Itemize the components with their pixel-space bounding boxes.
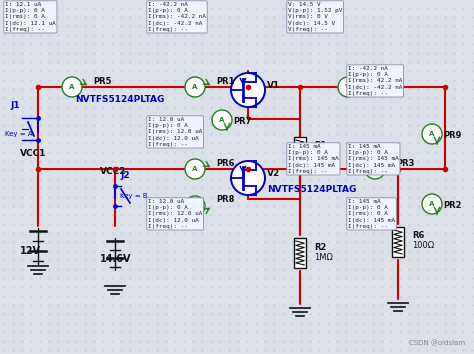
Text: V1: V1 <box>267 80 280 90</box>
Text: A: A <box>192 166 198 172</box>
Text: A: A <box>372 166 378 172</box>
Text: PR8: PR8 <box>216 195 234 205</box>
Text: I: -42.2 nA
I(p-p): 0 A
I(rms): -42.2 nA
I(dc): -42.2 nA
I(freq): --: I: -42.2 nA I(p-p): 0 A I(rms): -42.2 nA… <box>148 2 206 32</box>
Text: PR5: PR5 <box>93 76 111 86</box>
Circle shape <box>185 196 205 216</box>
Circle shape <box>231 161 265 195</box>
Circle shape <box>338 77 358 97</box>
Text: 1MΩ: 1MΩ <box>314 252 333 262</box>
Text: NVTFS5124PLTAG: NVTFS5124PLTAG <box>75 96 164 104</box>
Text: A: A <box>69 84 75 90</box>
Text: 1MΩ: 1MΩ <box>314 152 333 160</box>
Text: NVTFS5124PLTAG: NVTFS5124PLTAG <box>267 184 356 194</box>
Text: PR7: PR7 <box>233 118 251 126</box>
Text: I: -42.2 nA
I(p-p): 0 A
I(rms): 42.2 nA
I(dc): -42.2 nA
I(freq): --: I: -42.2 nA I(p-p): 0 A I(rms): 42.2 nA … <box>348 66 402 96</box>
Bar <box>294 137 306 167</box>
Text: I: 12.1 uA
I(p-p): 0 A
I(rms): 0 A
I(dc): 12.1 uA
I(freq): --: I: 12.1 uA I(p-p): 0 A I(rms): 0 A I(dc)… <box>5 2 56 32</box>
Text: PR2: PR2 <box>443 201 462 211</box>
Text: I: 145 mA
I(p-p): 0 A
I(rms): 145 mA
I(dc): 145 mA
I(freq): --: I: 145 mA I(p-p): 0 A I(rms): 145 mA I(d… <box>288 144 339 174</box>
Text: V: V <box>346 84 351 90</box>
Circle shape <box>185 159 205 179</box>
Bar <box>294 238 306 268</box>
Text: VCC2: VCC2 <box>100 166 127 176</box>
Text: A: A <box>219 117 225 123</box>
Text: A: A <box>429 201 435 207</box>
Text: I: 12.0 uA
I(p-p): 0 A
I(rms): 12.0 uA
I(dc): 12.0 uA
I(freq): --: I: 12.0 uA I(p-p): 0 A I(rms): 12.0 uA I… <box>148 117 202 147</box>
Circle shape <box>365 159 385 179</box>
Circle shape <box>422 124 442 144</box>
Circle shape <box>231 73 265 107</box>
Text: A: A <box>429 131 435 137</box>
Text: CSDN @oldslam: CSDN @oldslam <box>409 339 465 346</box>
Circle shape <box>185 77 205 97</box>
Text: I: 145 mA
I(p-p): 0 A
I(rms): 145 mA
I(dc): 145 mA
I(freq): --: I: 145 mA I(p-p): 0 A I(rms): 145 mA I(d… <box>348 144 399 174</box>
Text: A: A <box>192 203 198 209</box>
Text: J1: J1 <box>10 102 19 110</box>
Bar <box>392 227 404 257</box>
Text: 100Ω: 100Ω <box>412 241 434 251</box>
Text: R1: R1 <box>314 142 327 150</box>
Text: PR4: PR4 <box>362 76 381 86</box>
Text: PR3: PR3 <box>396 159 414 167</box>
Circle shape <box>422 194 442 214</box>
Circle shape <box>212 110 232 130</box>
Text: A: A <box>192 84 198 90</box>
Text: V: 14.5 V
V(p-p): 1.52 pV
V(rms): 0 V
V(dc): 14.5 V
V(freq): --: V: 14.5 V V(p-p): 1.52 pV V(rms): 0 V V(… <box>288 2 342 32</box>
Text: PR9: PR9 <box>443 131 461 141</box>
Circle shape <box>62 77 82 97</box>
Text: R6: R6 <box>412 232 424 240</box>
Text: J2: J2 <box>120 171 129 181</box>
Text: 14.6V: 14.6V <box>100 254 131 264</box>
Text: I: 12.0 uA
I(p-p): 0 A
I(rms): 12.0 uA
I(dc): 12.0 uA
I(freq): --: I: 12.0 uA I(p-p): 0 A I(rms): 12.0 uA I… <box>148 199 202 229</box>
Text: VCC1: VCC1 <box>20 149 46 159</box>
Text: PR6: PR6 <box>216 159 235 167</box>
Text: I: 145 mA
I(p-p): 0 A
I(rms): 0 A
I(dc): 145 mA
I(freq): --: I: 145 mA I(p-p): 0 A I(rms): 0 A I(dc):… <box>348 199 395 229</box>
Text: PR1: PR1 <box>216 76 235 86</box>
Text: Key = B: Key = B <box>120 193 147 199</box>
Text: Key = A: Key = A <box>5 131 33 137</box>
Text: V2: V2 <box>267 169 280 177</box>
Text: 12V: 12V <box>20 246 41 256</box>
Text: R2: R2 <box>314 242 327 251</box>
